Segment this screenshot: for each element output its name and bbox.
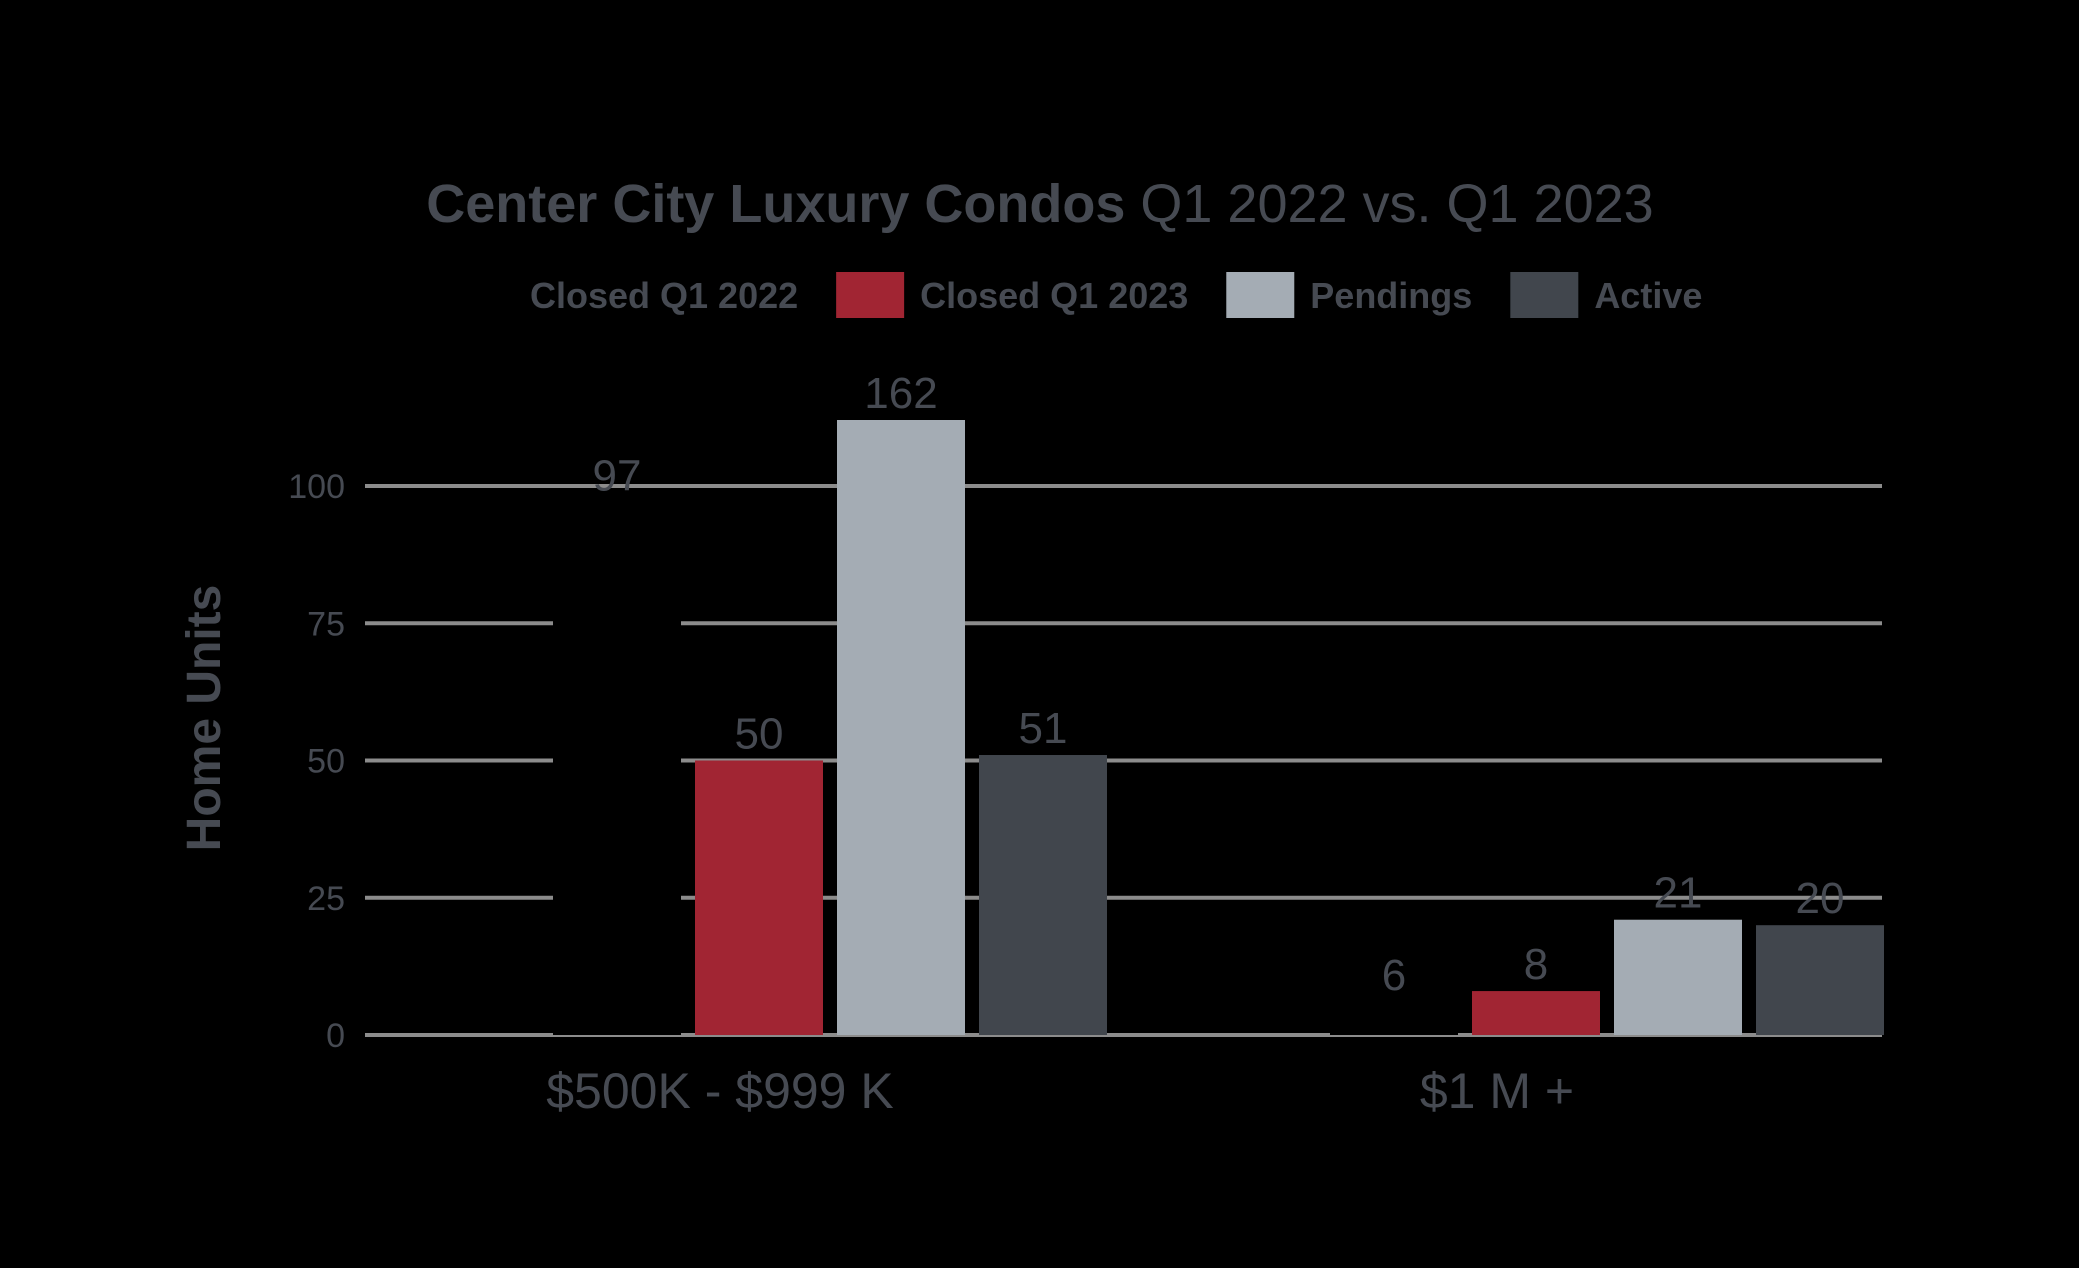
legend: Closed Q1 2022 Closed Q1 2023 Pendings Acti… <box>530 272 1702 318</box>
category-label: $1 M + <box>1420 1063 1574 1119</box>
y-tick-label: 50 <box>307 743 345 781</box>
data-label: 21 <box>1654 869 1703 918</box>
data-label: 97 <box>593 451 642 500</box>
bars <box>553 420 1884 1036</box>
bar <box>1614 919 1742 1035</box>
data-label: 50 <box>735 710 784 759</box>
legend-label: Active <box>1594 275 1702 316</box>
legend-swatch <box>1510 272 1579 318</box>
y-axis-label: Home Units <box>178 585 231 852</box>
category-label: $500K - $999 K <box>546 1063 894 1119</box>
legend-label: Closed Q1 2023 <box>920 275 1188 316</box>
bar <box>979 755 1107 1035</box>
bar <box>1756 925 1884 1035</box>
category-labels: $500K - $999 K $1 M + <box>546 1063 1574 1119</box>
data-label: 8 <box>1524 940 1548 989</box>
bar <box>837 420 965 1035</box>
legend-label: Pendings <box>1310 275 1472 316</box>
y-tick-label: 0 <box>326 1017 345 1055</box>
data-label: 51 <box>1019 704 1068 753</box>
y-axis-ticks: 0 25 50 75 100 <box>288 468 345 1055</box>
bar <box>1472 991 1600 1035</box>
y-tick-label: 25 <box>307 880 345 918</box>
legend-swatch <box>836 272 905 318</box>
data-label: 6 <box>1382 951 1406 1000</box>
chart-title-space <box>1125 174 1140 234</box>
bar <box>695 760 823 1035</box>
y-tick-label: 100 <box>288 468 345 506</box>
legend-swatch <box>1226 272 1295 318</box>
data-labels: 97 50 162 51 6 8 21 20 <box>593 369 1845 1000</box>
y-tick-label: 75 <box>307 605 345 643</box>
bar <box>553 502 681 1036</box>
bar <box>1330 1002 1458 1035</box>
chart-title-rest: Q1 2022 vs. Q1 2023 <box>1140 174 1653 234</box>
legend-label: Closed Q1 2022 <box>530 275 798 316</box>
chart-title-bold: Center City Luxury Condos <box>426 174 1125 234</box>
data-label: 162 <box>864 369 937 418</box>
chart-title: Center City Luxury Condos Q1 2022 vs. Q1… <box>426 174 1653 234</box>
data-label: 20 <box>1796 874 1845 923</box>
